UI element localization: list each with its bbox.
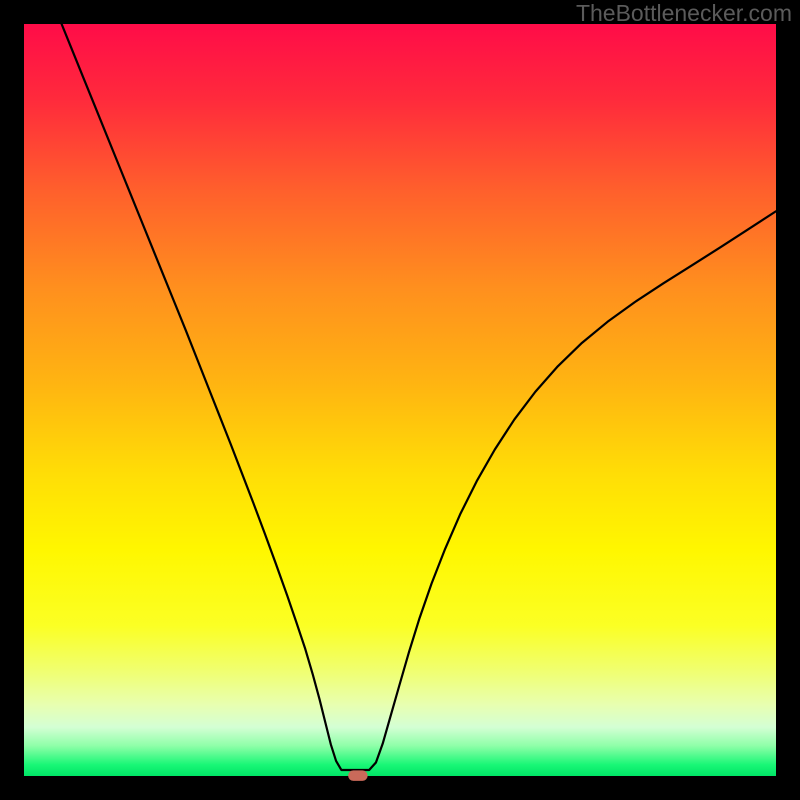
optimal-point-marker (348, 770, 368, 781)
chart-frame: TheBottlenecker.com (0, 0, 800, 800)
bottleneck-chart (0, 0, 800, 800)
watermark-text: TheBottlenecker.com (576, 0, 792, 27)
plot-background (24, 24, 776, 776)
